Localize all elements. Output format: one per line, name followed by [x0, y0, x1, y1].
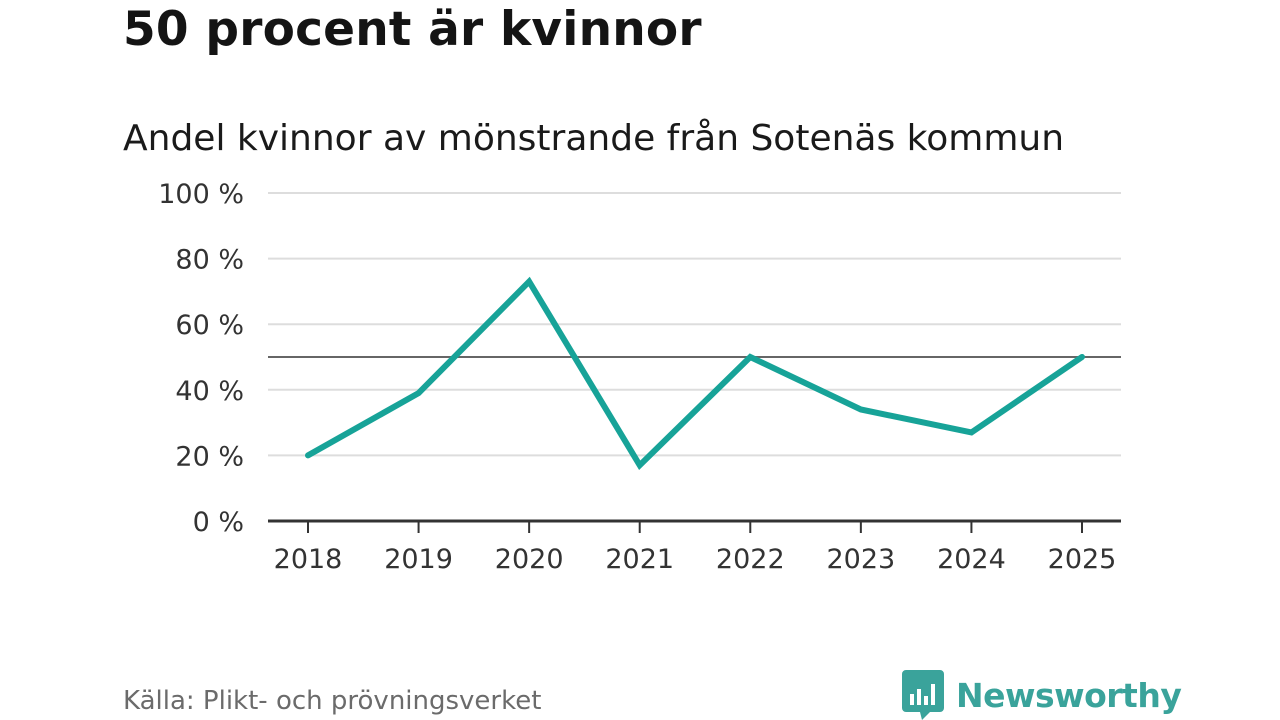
data-point: [970, 431, 972, 433]
x-tick-label: 2023: [826, 544, 895, 575]
y-tick-label: 0 %: [193, 507, 244, 538]
x-tick-label: 2022: [716, 544, 785, 575]
y-tick-label: 80 %: [175, 245, 244, 276]
data-point: [1081, 356, 1083, 358]
x-tick-label: 2021: [605, 544, 674, 575]
x-tick-label: 2020: [495, 544, 564, 575]
x-tick-label: 2019: [384, 544, 453, 575]
line-chart: 0 % 20 % 40 % 60 % 80 % 100 % 2018 2019 2020 2021…: [158, 179, 1121, 575]
brand-logo: Newsworthy: [902, 670, 1182, 720]
newsworthy-logo-icon: [902, 670, 944, 720]
brand-name: Newsworthy: [956, 675, 1182, 715]
data-point: [418, 392, 420, 394]
chart-subtitle: Andel kvinnor av mönstrande från Sotenäs…: [123, 118, 1065, 159]
y-tick-label: 20 %: [175, 441, 244, 472]
series-line: [305, 276, 1085, 471]
chart-title: 50 procent är kvinnor: [123, 2, 702, 57]
data-point: [860, 408, 862, 410]
x-tick-label: 2018: [274, 544, 343, 575]
source-note: Källa: Plikt- och prövningsverket: [123, 686, 542, 716]
y-tick-label: 40 %: [175, 376, 244, 407]
x-tick-label: 2024: [937, 544, 1006, 575]
y-tick-label: 60 %: [175, 310, 244, 341]
data-point: [528, 281, 530, 283]
y-tick-label: 100 %: [158, 179, 244, 210]
data-point: [307, 454, 309, 456]
data-point: [749, 356, 751, 358]
data-point: [639, 464, 641, 466]
x-tick-label: 2025: [1048, 544, 1117, 575]
